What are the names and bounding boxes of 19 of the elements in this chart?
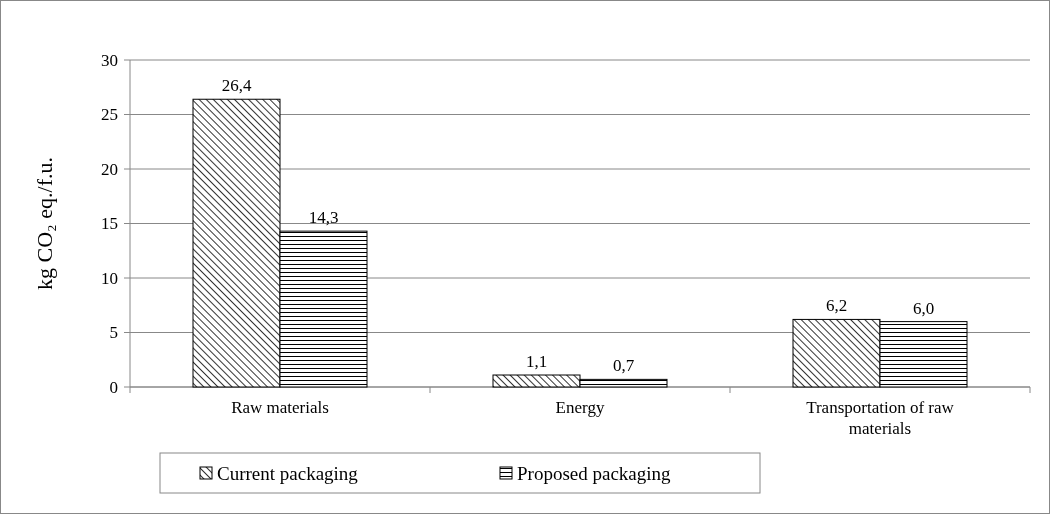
y-tick-label: 25 bbox=[101, 105, 118, 125]
y-tick-label: 10 bbox=[101, 268, 118, 288]
data-label: 6,2 bbox=[825, 296, 848, 316]
y-tick-label: 15 bbox=[101, 214, 118, 234]
x-tick-label: Transportation of raw materials bbox=[806, 398, 955, 438]
data-label: 0,7 bbox=[612, 356, 635, 376]
data-label: 14,3 bbox=[308, 208, 339, 228]
x-tick-label: Raw materials bbox=[231, 398, 329, 417]
y-tick-label: 5 bbox=[109, 323, 118, 343]
data-label: 26,4 bbox=[221, 76, 252, 96]
y-tick-label: 20 bbox=[101, 159, 118, 179]
x-tick-label: Energy bbox=[555, 398, 605, 417]
y-tick-label: 30 bbox=[101, 50, 118, 70]
legend-label: Proposed packaging bbox=[517, 462, 672, 484]
data-label: 6,0 bbox=[912, 298, 935, 318]
y-tick-label: 0 bbox=[109, 377, 118, 397]
y-axis-title: kg CO₂ eq./f.u. bbox=[32, 157, 57, 290]
legend-label: Current packaging bbox=[217, 462, 359, 484]
data-label: 1,1 bbox=[525, 352, 548, 372]
